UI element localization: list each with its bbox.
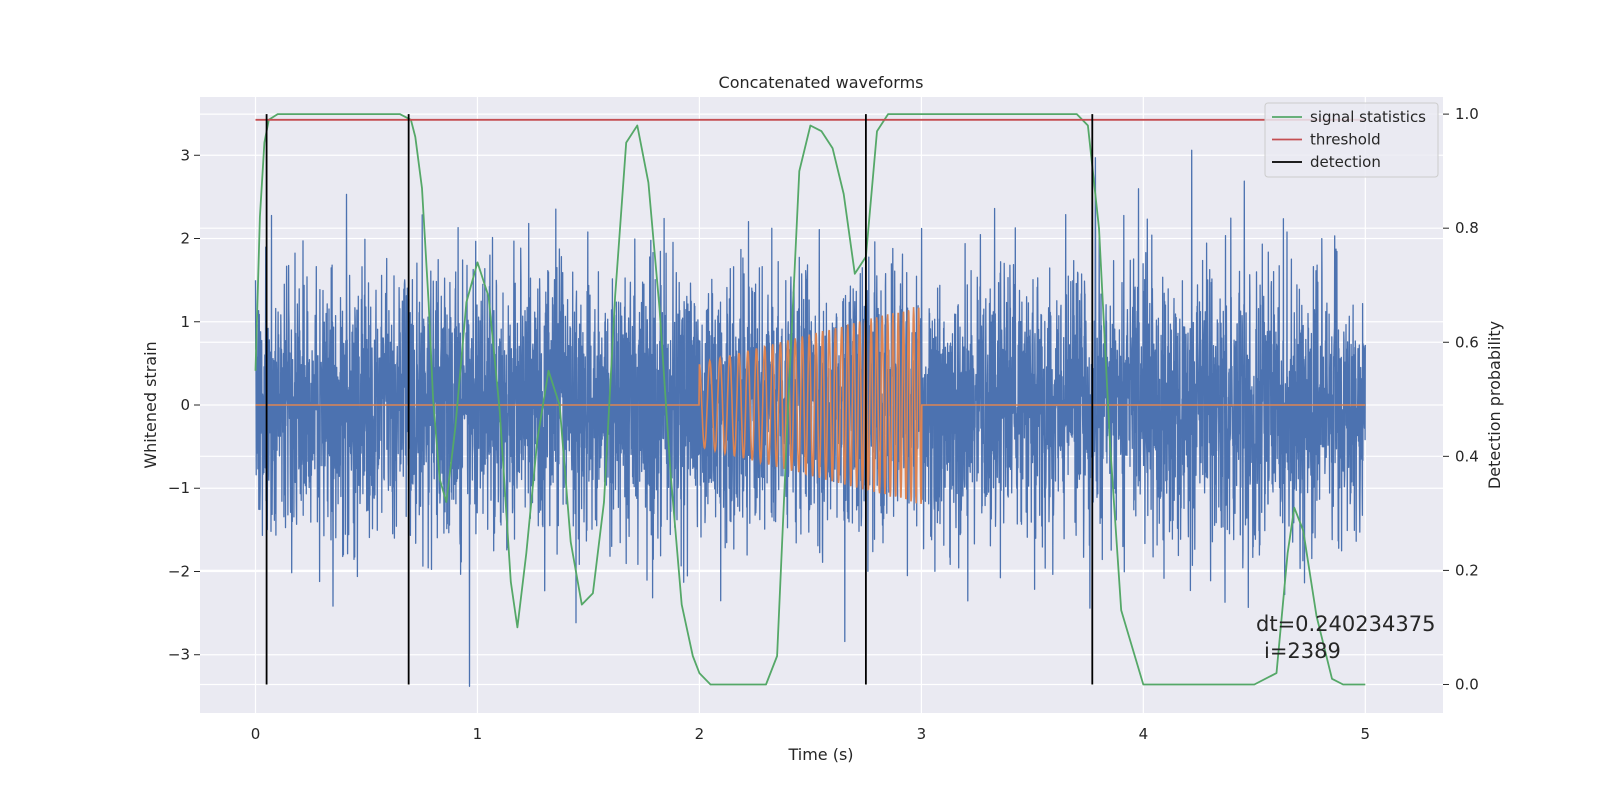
legend: signal statistics threshold detection <box>1264 102 1439 178</box>
series-layer <box>254 113 1366 687</box>
y-tick-label-left: 3 <box>180 146 190 164</box>
injected-signal-line <box>255 307 1366 504</box>
legend-label: detection <box>1310 153 1381 171</box>
y-tick-label-right: 0.2 <box>1455 561 1479 579</box>
y-axis-label-right: Detection probability <box>1485 321 1504 489</box>
signal-statistics-line <box>254 113 1366 686</box>
y-tick-label-left: 2 <box>180 230 190 248</box>
y-tick-label-left: −3 <box>168 646 190 664</box>
y-tick-label-left: 0 <box>180 396 190 414</box>
y-tick-label-left: 1 <box>180 313 190 331</box>
legend-label: threshold <box>1310 131 1381 149</box>
y-tick-label-right: 0.4 <box>1455 447 1479 465</box>
y-tick-label-right: 0.0 <box>1455 675 1479 693</box>
y-tick-label-left: −2 <box>168 562 190 580</box>
tick-labels: 0 1 2 3 4 5 −3 −2 −1 0 1 2 3 0.0 0.2 0.4 0.6 0.8 1.0 <box>168 105 1479 743</box>
x-tick-label: 0 <box>251 725 261 743</box>
legend-box <box>1264 102 1439 178</box>
y-tick-label-left: −1 <box>168 479 190 497</box>
y-tick-label-right: 1.0 <box>1455 105 1479 123</box>
x-axis-label: Time (s) <box>787 745 853 764</box>
y-axis-label-left: Whitened strain <box>141 341 160 468</box>
x-tick-label: 2 <box>695 725 705 743</box>
chart-title: Concatenated waveforms <box>719 73 924 92</box>
annotation-dt: dt=0.240234375 <box>1256 612 1435 636</box>
x-tick-label: 5 <box>1361 725 1371 743</box>
x-tick-label: 3 <box>917 725 927 743</box>
annotation-i: i=2389 <box>1264 639 1341 663</box>
y-tick-label-right: 0.6 <box>1455 333 1479 351</box>
x-tick-label: 4 <box>1139 725 1149 743</box>
legend-label: signal statistics <box>1310 108 1426 126</box>
y-tick-label-right: 0.8 <box>1455 219 1479 237</box>
x-tick-label: 1 <box>473 725 483 743</box>
